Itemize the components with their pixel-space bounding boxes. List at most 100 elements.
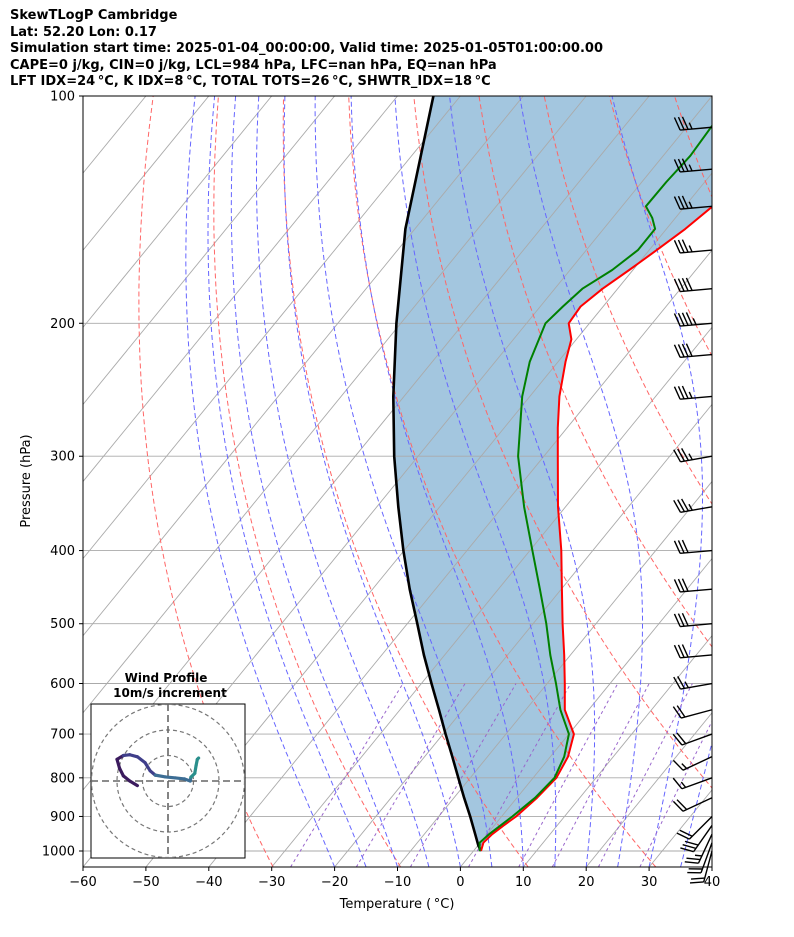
moist-adiabat-layer	[185, 96, 712, 867]
x-axis: −60 −50 −40 −30 −20 −10 0 10 20 30 40	[69, 867, 720, 890]
wind-barb	[673, 312, 713, 327]
barb-feather	[681, 578, 689, 592]
barb-feather	[681, 195, 689, 209]
location-line: Lat: 52.20 Lon: 0.17	[10, 24, 157, 40]
x-tick-label: −30	[258, 875, 285, 890]
dewpoint-profile	[478, 124, 712, 852]
barb-feather	[679, 829, 693, 837]
y-tick-label: 300	[50, 450, 75, 465]
barb-feather	[673, 644, 681, 659]
barb-staff	[693, 825, 713, 853]
barb-feather	[672, 706, 682, 719]
barb-staff	[682, 756, 713, 771]
moist-adiabat	[207, 96, 367, 867]
isotherm	[271, 326, 712, 867]
x-tick-label: −50	[132, 875, 159, 890]
dry-adiabat	[413, 96, 712, 789]
moist-adiabat	[711, 865, 712, 867]
isotherm	[145, 172, 712, 867]
barb-feather	[681, 539, 689, 553]
isotherm	[83, 96, 524, 637]
wind-barb	[672, 732, 713, 746]
time-line: Simulation start time: 2025-01-04_00:00:…	[10, 41, 603, 56]
barb-feather	[685, 277, 693, 291]
dry-adiabat	[543, 96, 712, 505]
barb-feather	[680, 847, 694, 853]
barb-feather	[676, 705, 686, 718]
barb-staff	[680, 623, 713, 628]
y-tick-label: 1000	[42, 845, 75, 860]
isotherm	[334, 403, 712, 867]
x-tick-label: 30	[641, 875, 658, 890]
x-tick-label: 40	[704, 875, 721, 890]
barb-feather	[677, 116, 685, 130]
wind-barb	[673, 385, 713, 400]
barb-feather	[681, 116, 689, 130]
dry-adiabat	[348, 96, 657, 867]
chart-title: SkewTLogP Cambridge	[10, 8, 178, 23]
isotherm	[460, 557, 712, 867]
barb-staff	[680, 549, 713, 555]
barb-feather	[684, 861, 699, 864]
barb-feather	[677, 676, 686, 689]
cape-shade-layer	[393, 96, 712, 851]
barb-feather	[690, 877, 705, 880]
wind-barb	[673, 277, 713, 293]
isotherm	[522, 634, 712, 867]
dry-adiabat	[478, 96, 712, 648]
wind-barb	[673, 195, 713, 210]
x-tick-label: −10	[384, 875, 411, 890]
barb-feather	[677, 158, 685, 172]
barb-feather	[677, 312, 685, 327]
barb-feather	[681, 312, 689, 326]
barb-staff	[681, 777, 713, 790]
moist-adiabat	[185, 96, 336, 867]
dry-adiabat-layer	[138, 96, 712, 867]
barb-feather	[677, 613, 685, 627]
barb-staff	[697, 833, 713, 864]
barb-feather	[688, 391, 693, 399]
moist-adiabat	[230, 96, 398, 867]
profile-layer	[392, 96, 712, 852]
wind-barb	[672, 705, 713, 719]
wind-barb	[680, 825, 713, 853]
mixing-ratio-line	[468, 683, 572, 867]
hodograph-segment	[195, 756, 201, 761]
wind-barb	[673, 448, 713, 463]
barb-feather	[676, 799, 688, 811]
indices-line: LFT IDX=24 °C, K IDX=8 °C, TOTAL TOTS=26…	[10, 74, 491, 89]
x-tick-label: −20	[321, 875, 348, 890]
wind-barb	[673, 343, 713, 359]
isotherm	[83, 96, 461, 560]
barb-feather	[673, 676, 682, 690]
barb-feather	[672, 759, 684, 771]
mixing-ratio-line	[409, 683, 517, 867]
wind-barb	[684, 833, 713, 864]
barb-feather	[681, 448, 689, 461]
wind-barb	[673, 612, 713, 628]
x-tick-label: −40	[195, 875, 222, 890]
barb-staff	[703, 850, 713, 883]
dry-adiabat	[282, 96, 529, 867]
moist-adiabat	[519, 96, 643, 867]
y-axis-label: Pressure (hPa)	[19, 434, 34, 527]
mixing-ratio-line	[355, 683, 466, 867]
barb-feather	[688, 164, 693, 172]
barb-feather	[681, 498, 689, 512]
barb-feather	[673, 196, 681, 210]
hodograph-plot	[91, 704, 245, 858]
barb-feather	[673, 240, 681, 254]
barb-staff	[680, 249, 713, 254]
barb-staff	[681, 733, 713, 746]
barb-feather	[685, 343, 693, 357]
dry-adiabat	[138, 96, 274, 867]
wind-barb	[673, 116, 713, 131]
barb-feather	[681, 277, 689, 292]
barb-feather	[673, 313, 681, 327]
cape-line: CAPE=0 j/kg, CIN=0 j/kg, LCL=984 hPa, LF…	[10, 57, 497, 73]
barb-feather	[672, 733, 683, 746]
title-block: SkewTLogP Cambridge Lat: 52.20 Lon: 0.17…	[10, 8, 603, 91]
hodograph-title: Wind Profile	[125, 671, 208, 685]
barb-feather	[685, 312, 693, 326]
x-tick-label: 10	[515, 875, 532, 890]
